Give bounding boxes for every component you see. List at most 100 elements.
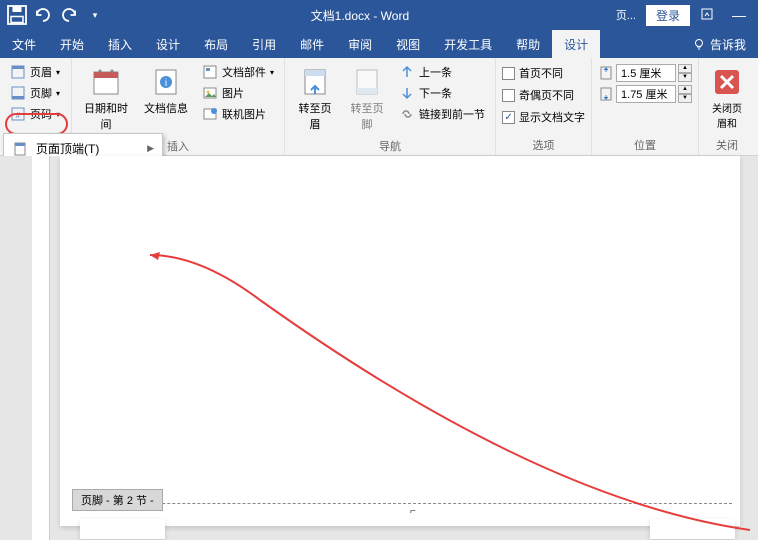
- login-button[interactable]: 登录: [646, 5, 690, 26]
- first-page-diff-checkbox[interactable]: 首页不同: [502, 64, 585, 82]
- footer-button[interactable]: 页脚 ▾: [6, 83, 64, 103]
- ribbon-group-close: 关闭页眉和 关闭: [699, 58, 755, 155]
- save-button[interactable]: [5, 3, 29, 27]
- show-text-label: 显示文档文字: [519, 109, 585, 125]
- checkbox-checked-icon: ✓: [502, 111, 515, 124]
- menu-references[interactable]: 引用: [240, 30, 288, 58]
- header-distance-input[interactable]: [616, 64, 676, 82]
- close-hf-label: 关闭页眉和: [709, 100, 745, 130]
- link-prev-button[interactable]: 链接到前一节: [395, 104, 489, 124]
- date-time-button[interactable]: 日期和时间: [78, 62, 134, 136]
- link-icon: [399, 106, 415, 122]
- header-icon: [10, 64, 26, 80]
- odd-even-diff-checkbox[interactable]: 奇偶页不同: [502, 86, 585, 104]
- picture-button[interactable]: 图片: [198, 83, 278, 103]
- next-label: 下一条: [419, 85, 452, 101]
- titlebar-right: 页... 登录 —: [608, 3, 758, 28]
- page-number-label: 页码: [30, 106, 52, 122]
- footer-dist-icon: [598, 86, 614, 102]
- footer-boundary-line: [72, 503, 732, 504]
- doc-info-button[interactable]: i 文档信息: [138, 62, 194, 136]
- menu-header-footer-design[interactable]: 设计: [552, 30, 600, 58]
- document-area: 页脚 - 第 2 节 - ⌐: [0, 156, 758, 540]
- quick-access-toolbar: ▾: [0, 3, 112, 27]
- close-hf-button[interactable]: 关闭页眉和: [705, 62, 749, 135]
- menu-devtools[interactable]: 开发工具: [432, 30, 504, 58]
- menubar: 文件 开始 插入 设计 布局 引用 邮件 审阅 视图 开发工具 帮助 设计 告诉…: [0, 30, 758, 58]
- ribbon-group-options: 首页不同 奇偶页不同 ✓ 显示文档文字 选项: [496, 58, 592, 155]
- qat-customize-button[interactable]: ▾: [83, 3, 107, 27]
- menu-layout[interactable]: 布局: [192, 30, 240, 58]
- first-page-diff-label: 首页不同: [519, 65, 563, 81]
- page-info-button[interactable]: 页...: [608, 3, 644, 27]
- position-group-label: 位置: [598, 135, 692, 153]
- doc-info-icon: i: [150, 66, 182, 98]
- submenu-arrow-icon: ▶: [147, 143, 154, 154]
- menu-review[interactable]: 审阅: [336, 30, 384, 58]
- date-time-label: 日期和时间: [82, 100, 130, 132]
- ribbon-options-icon: [700, 7, 714, 21]
- document-title: 文档1.docx - Word: [112, 7, 608, 24]
- spinner-down[interactable]: ▼: [678, 73, 692, 82]
- menu-design[interactable]: 设计: [144, 30, 192, 58]
- doc-info-label: 文档信息: [144, 100, 188, 116]
- picture-icon: [202, 85, 218, 101]
- menu-file[interactable]: 文件: [0, 30, 48, 58]
- document-page-next2[interactable]: [650, 519, 735, 539]
- picture-label: 图片: [222, 85, 244, 101]
- footer-icon: [10, 85, 26, 101]
- spinner-up[interactable]: ▲: [678, 85, 692, 94]
- svg-text:i: i: [165, 78, 167, 89]
- document-page[interactable]: [60, 156, 740, 526]
- footer-section-tag: 页脚 - 第 2 节 -: [72, 489, 163, 511]
- spinner-up[interactable]: ▲: [678, 64, 692, 73]
- menu-mailings[interactable]: 邮件: [288, 30, 336, 58]
- undo-icon: [31, 3, 55, 27]
- checkbox-icon: [502, 89, 515, 102]
- menu-help[interactable]: 帮助: [504, 30, 552, 58]
- undo-button[interactable]: [31, 3, 55, 27]
- header-label: 页眉: [30, 64, 52, 80]
- menu-view[interactable]: 视图: [384, 30, 432, 58]
- checkbox-icon: [502, 67, 515, 80]
- header-button[interactable]: 页眉 ▾: [6, 62, 64, 82]
- menu-insert[interactable]: 插入: [96, 30, 144, 58]
- header-distance-spinner[interactable]: ▲ ▼: [598, 64, 692, 82]
- link-prev-label: 链接到前一节: [419, 106, 485, 122]
- footer-distance-input[interactable]: [616, 85, 676, 103]
- online-picture-button[interactable]: 联机图片: [198, 104, 278, 124]
- lightbulb-icon: [692, 37, 706, 51]
- document-page-next[interactable]: [80, 519, 165, 539]
- next-section-button[interactable]: 下一条: [395, 83, 489, 103]
- next-icon: [399, 85, 415, 101]
- ribbon-group-nav: 转至页眉 转至页脚 上一条 下一条 链接到前一节: [285, 58, 496, 155]
- goto-header-label: 转至页眉: [295, 100, 335, 132]
- doc-parts-icon: [202, 64, 218, 80]
- prev-icon: [399, 64, 415, 80]
- footer-distance-spinner[interactable]: ▲ ▼: [598, 85, 692, 103]
- ribbon-display-button[interactable]: [692, 3, 722, 28]
- save-icon: [5, 3, 29, 27]
- text-cursor: ⌐: [410, 506, 416, 517]
- tell-me-search[interactable]: 告诉我: [680, 30, 758, 58]
- minimize-button[interactable]: —: [724, 3, 754, 27]
- doc-parts-label: 文档部件: [222, 64, 266, 80]
- spinner-down[interactable]: ▼: [678, 94, 692, 103]
- goto-footer-label: 转至页脚: [347, 100, 387, 132]
- doc-parts-button[interactable]: 文档部件 ▾: [198, 62, 278, 82]
- menu-home[interactable]: 开始: [48, 30, 96, 58]
- header-dist-icon: [598, 65, 614, 81]
- titlebar: ▾ 文档1.docx - Word 页... 登录 —: [0, 0, 758, 30]
- svg-text:#: #: [16, 111, 21, 120]
- redo-icon: [57, 3, 81, 27]
- goto-footer-button[interactable]: 转至页脚: [343, 62, 391, 136]
- close-group-label: 关闭: [705, 135, 749, 153]
- goto-header-button[interactable]: 转至页眉: [291, 62, 339, 136]
- show-text-checkbox[interactable]: ✓ 显示文档文字: [502, 108, 585, 126]
- online-picture-label: 联机图片: [222, 106, 266, 122]
- menu-page-top-label: 页面顶端(T): [36, 140, 139, 157]
- page-number-button[interactable]: # 页码 ▾: [6, 104, 64, 124]
- options-group-label: 选项: [502, 135, 585, 153]
- redo-button[interactable]: [57, 3, 81, 27]
- prev-section-button[interactable]: 上一条: [395, 62, 489, 82]
